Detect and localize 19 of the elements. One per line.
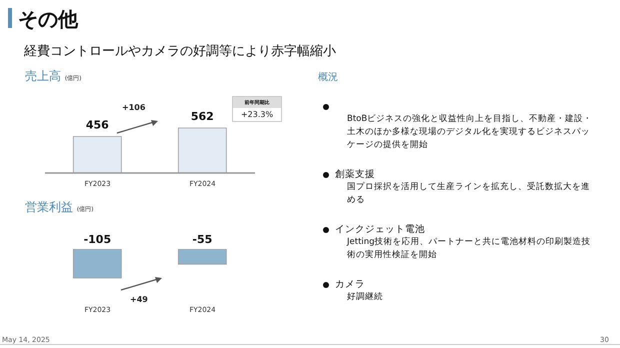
text: 経費コントロールやカメラの好調等により赤字幅縮小 [24, 43, 336, 60]
data-label: -105 [84, 233, 112, 246]
text: 国プロ採択を活用して生産ラインを拡充し、受託数拡大を進める [347, 181, 591, 207]
category-label: 創薬支援 [335, 168, 376, 181]
data-label: 456 [86, 118, 110, 132]
chart-title: 営業利益 [25, 200, 73, 214]
text: BtoBビジネスの強化と収益性向上を目指し、不動産・建設・土木のほか多様な現場のデジタル化を実現するビジネスパッケージの提供を開始 [347, 113, 594, 152]
text: Jetting技術を応用、パートナーと共に電池材料の印刷製造技術の実用性検証を開始 [347, 236, 592, 262]
text: +106 [122, 103, 146, 112]
data-label: 562 [190, 110, 214, 123]
text: +23.3% [240, 109, 274, 121]
text: その他 [18, 6, 78, 33]
category-label: カメラ [335, 278, 366, 291]
text: 好調継続 [347, 291, 384, 304]
chart-title: 売上高 [25, 69, 61, 83]
category-label: インクジェット電池 [335, 223, 426, 236]
text: +49 [130, 295, 148, 304]
data-label: -55 [192, 233, 212, 246]
text: 概況 [318, 70, 339, 84]
